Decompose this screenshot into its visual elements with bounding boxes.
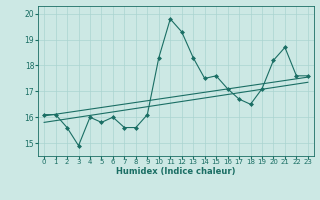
X-axis label: Humidex (Indice chaleur): Humidex (Indice chaleur)	[116, 167, 236, 176]
